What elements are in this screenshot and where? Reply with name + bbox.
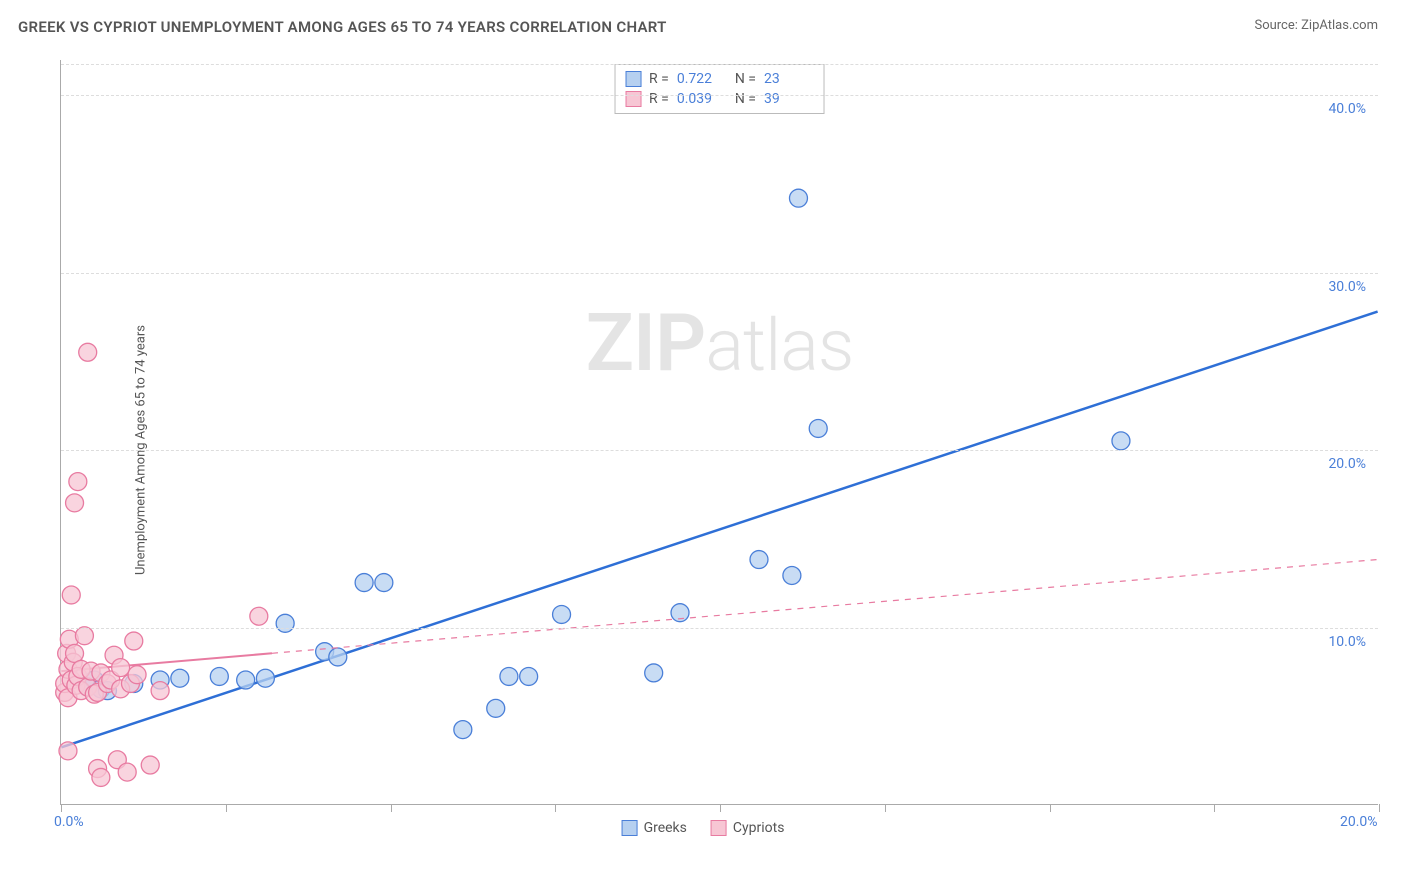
gridline [61,273,1378,274]
gridline [61,450,1378,451]
source-attribution: Source: ZipAtlas.com [1254,18,1378,33]
x-tick [885,804,886,812]
x-tick [1379,804,1380,812]
r-label: R = [649,91,669,107]
legend-swatch [711,820,727,836]
x-tick-label: 20.0% [1340,814,1378,830]
r-label: R = [649,71,669,87]
chart-title: GREEK VS CYPRIOT UNEMPLOYMENT AMONG AGES… [18,18,667,36]
x-tick [226,804,227,812]
y-tick-label: 20.0% [1328,456,1366,472]
r-value: 0.039 [677,91,727,107]
n-label: N = [735,71,756,87]
legend-item: Greeks [622,820,687,836]
series-legend: Greeks Cypriots [622,820,785,836]
n-value: 39 [764,91,814,107]
x-tick [720,804,721,812]
chart-container: Unemployment Among Ages 65 to 74 years Z… [18,50,1388,850]
y-tick-label: 30.0% [1328,279,1366,295]
r-value: 0.722 [677,71,727,87]
legend-label: Greeks [644,820,687,836]
x-tick [391,804,392,812]
stat-row: R = 0.722 N = 23 [625,69,814,89]
x-tick [1214,804,1215,812]
gridline [61,95,1378,96]
stat-swatch [625,71,641,87]
legend-item: Cypriots [711,820,785,836]
x-tick [61,804,62,812]
stat-row: R = 0.039 N = 39 [625,89,814,109]
y-tick-label: 10.0% [1328,634,1366,650]
x-tick-label: 0.0% [54,814,84,830]
gridline [61,628,1378,629]
legend-swatch [622,820,638,836]
n-value: 23 [764,71,814,87]
n-label: N = [735,91,756,107]
gridline [61,64,1378,65]
correlation-stats-box: R = 0.722 N = 23 R = 0.039 N = 39 [614,64,825,114]
legend-label: Cypriots [733,820,785,836]
y-tick-label: 40.0% [1328,101,1366,117]
stat-swatch [625,91,641,107]
plot-area: ZIPatlas R =0.722N =23R =0.039N =39 10.0… [60,60,1378,805]
scatter-svg [61,60,1378,804]
x-tick [555,804,556,812]
x-tick [1050,804,1051,812]
